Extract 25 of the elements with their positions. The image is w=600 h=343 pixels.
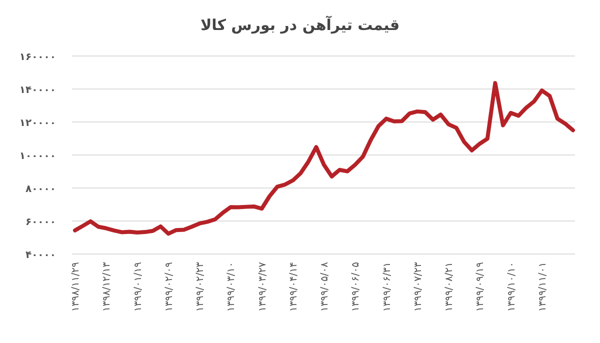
x-tick-label: ۱۳۹۹/۰۲/۲۳ xyxy=(195,261,206,312)
x-tick-label: ۱۳۹۹/۰۷/۲۳ xyxy=(412,261,424,312)
x-tick-label: ۱۳۹۹/۰۸/۲۱ xyxy=(444,262,455,312)
x-tick-label: ۱۳۹۹/۰۶/۳۱ xyxy=(382,262,393,312)
x-tick-label: ۱۳۹۹/۰۳/۲۷ xyxy=(257,261,268,312)
line-series xyxy=(73,81,575,236)
chart-title: قیمت تیرآهن در بورس کالا xyxy=(200,15,400,34)
x-tick-label: ۱۳۹۹/۰۹/۱۹ xyxy=(475,262,486,312)
x-tick-label: ۱۳۹۹/۰۶/۰۵ xyxy=(350,262,362,312)
x-tick-label: ۱۳۹۹/۰۱/۱۹ xyxy=(132,262,144,312)
x-tick-label: ۱۳۹۹/۱۱/۰۱ xyxy=(537,262,548,312)
x-tick-label: ۱۳۹۸/۱۱/۲۹ xyxy=(70,262,82,312)
y-tick-label: ۱۲۰۰۰۰ xyxy=(19,118,56,129)
x-tick-label: ۱۳۹۹/۰۳/۱۰ xyxy=(226,262,238,312)
y-tick-label: ۱۰۰۰۰۰ xyxy=(19,151,56,162)
y-tick-label: ۶۰۰۰۰ xyxy=(25,217,56,228)
x-tick-label: ۱۳۹۹/۰۴/۱۴ xyxy=(288,262,300,312)
x-tick-label: ۱۳۹۹/۱۰/۱۰ xyxy=(506,262,518,312)
y-tick-label: ۸۰۰۰۰ xyxy=(25,184,56,195)
x-tick-label: ۱۳۹۸/۱۲/۱۳ xyxy=(102,261,113,312)
x-tick-label: ۱۳۹۹/۰۵/۰۸ xyxy=(320,261,330,312)
y-tick-label: ۱۶۰۰۰۰ xyxy=(19,52,56,63)
y-tick-label: ۴۰۰۰۰ xyxy=(25,250,56,261)
x-tick-label: ۱۳۹۹/۰۲/۰۹ xyxy=(164,262,175,312)
y-tick-label: ۱۴۰۰۰۰ xyxy=(19,85,56,96)
